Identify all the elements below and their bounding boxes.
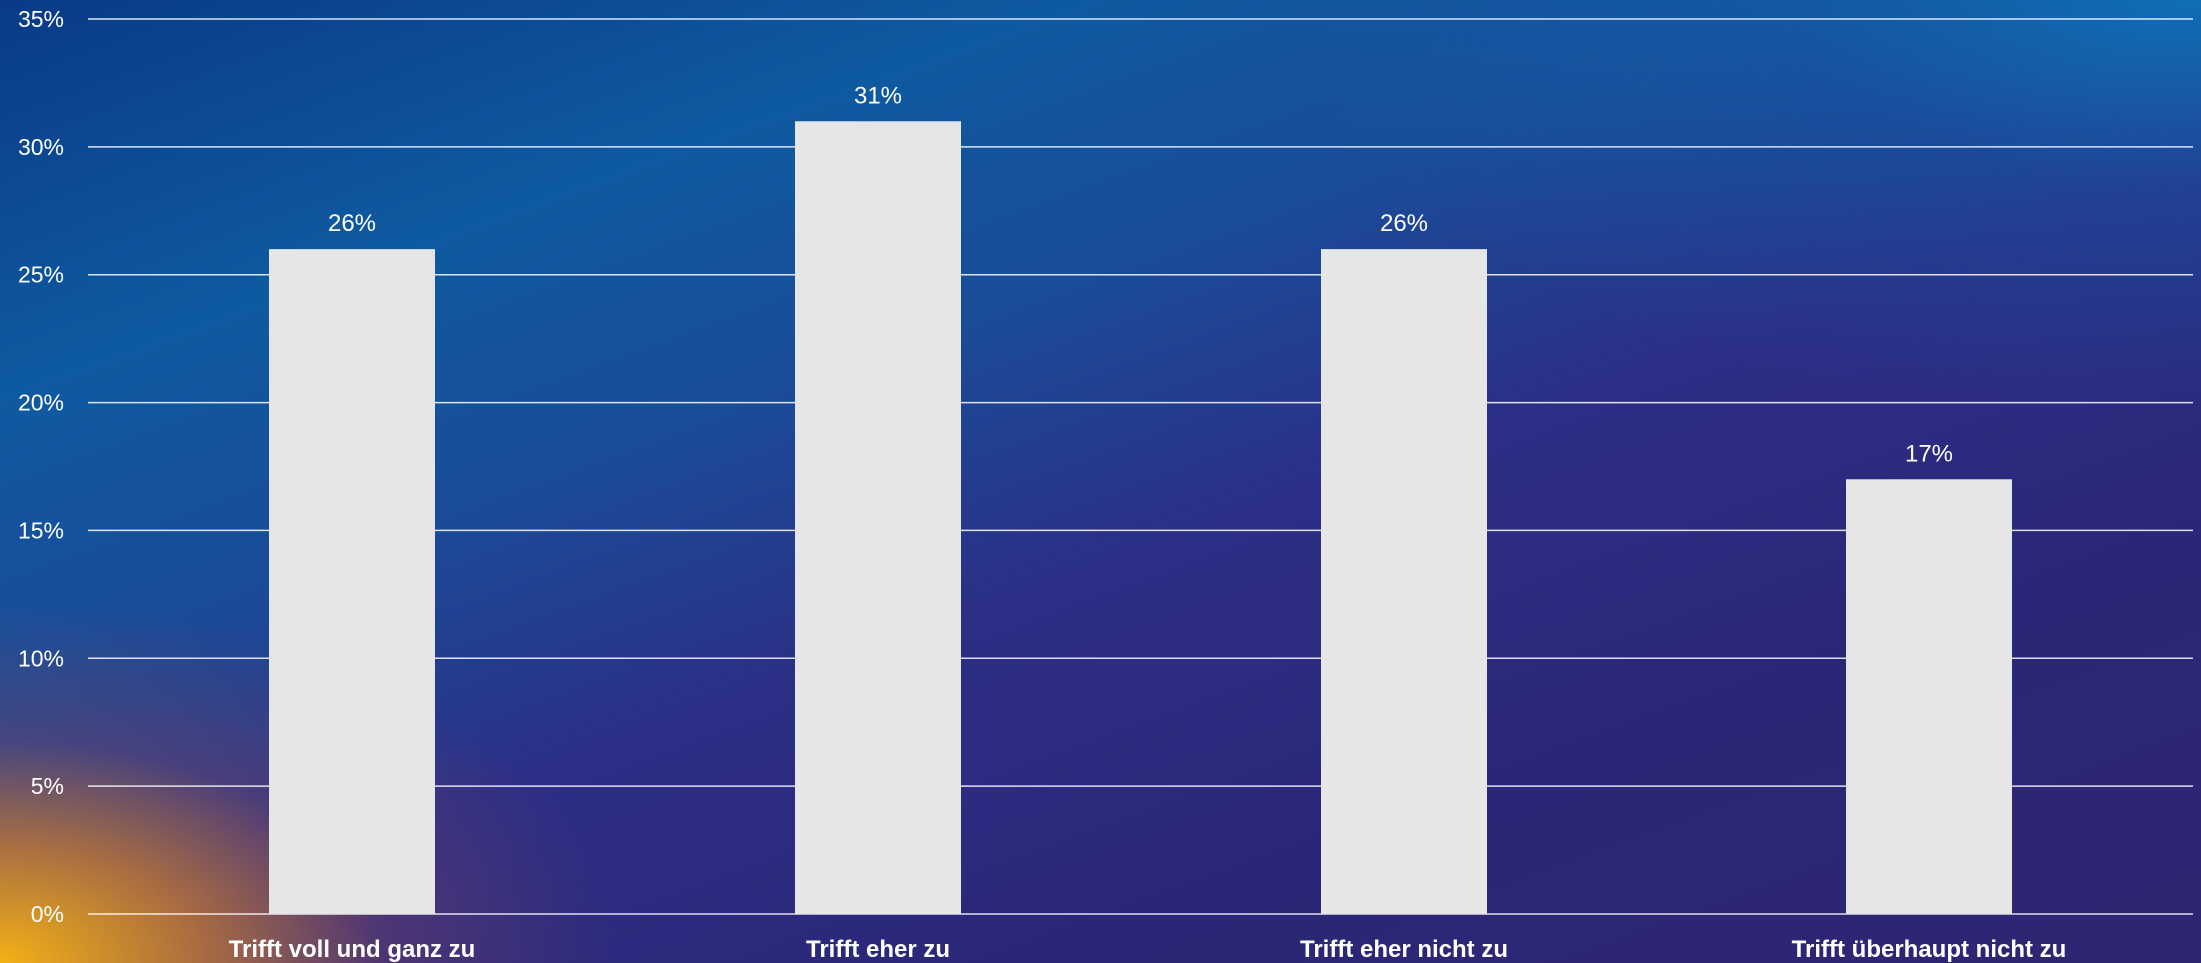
bar [1321, 249, 1487, 915]
grid-lines [88, 18, 2193, 915]
data-label: 26% [1380, 210, 1428, 237]
bar [795, 121, 961, 915]
bar [269, 249, 435, 915]
data-label: 26% [328, 210, 376, 237]
y-tick-label: 10% [18, 645, 64, 671]
data-label: 31% [854, 82, 902, 109]
bars [269, 121, 2012, 915]
y-tick-label: 35% [18, 6, 64, 32]
category-labels: Trifft voll und ganz zu Trifft eher zu Tri… [229, 936, 2067, 963]
y-tick-label: 15% [18, 517, 64, 543]
category-label: Trifft überhaupt nicht zu [1792, 936, 2067, 963]
data-label: 17% [1905, 440, 1953, 467]
y-tick-label: 0% [31, 901, 64, 927]
y-tick-label: 5% [31, 773, 64, 799]
data-labels: 26% 31% 26% 17% [328, 82, 1953, 467]
category-label: Trifft eher nicht zu [1300, 936, 1508, 963]
category-label: Trifft eher zu [806, 936, 950, 963]
y-tick-label: 30% [18, 134, 64, 160]
y-tick-label: 25% [18, 262, 64, 288]
y-axis-tick-labels: 0% 5% 10% 15% 20% 25% 30% 35% [18, 6, 64, 927]
y-tick-label: 20% [18, 390, 64, 416]
category-label: Trifft voll und ganz zu [229, 936, 476, 963]
bar [1846, 479, 2012, 914]
